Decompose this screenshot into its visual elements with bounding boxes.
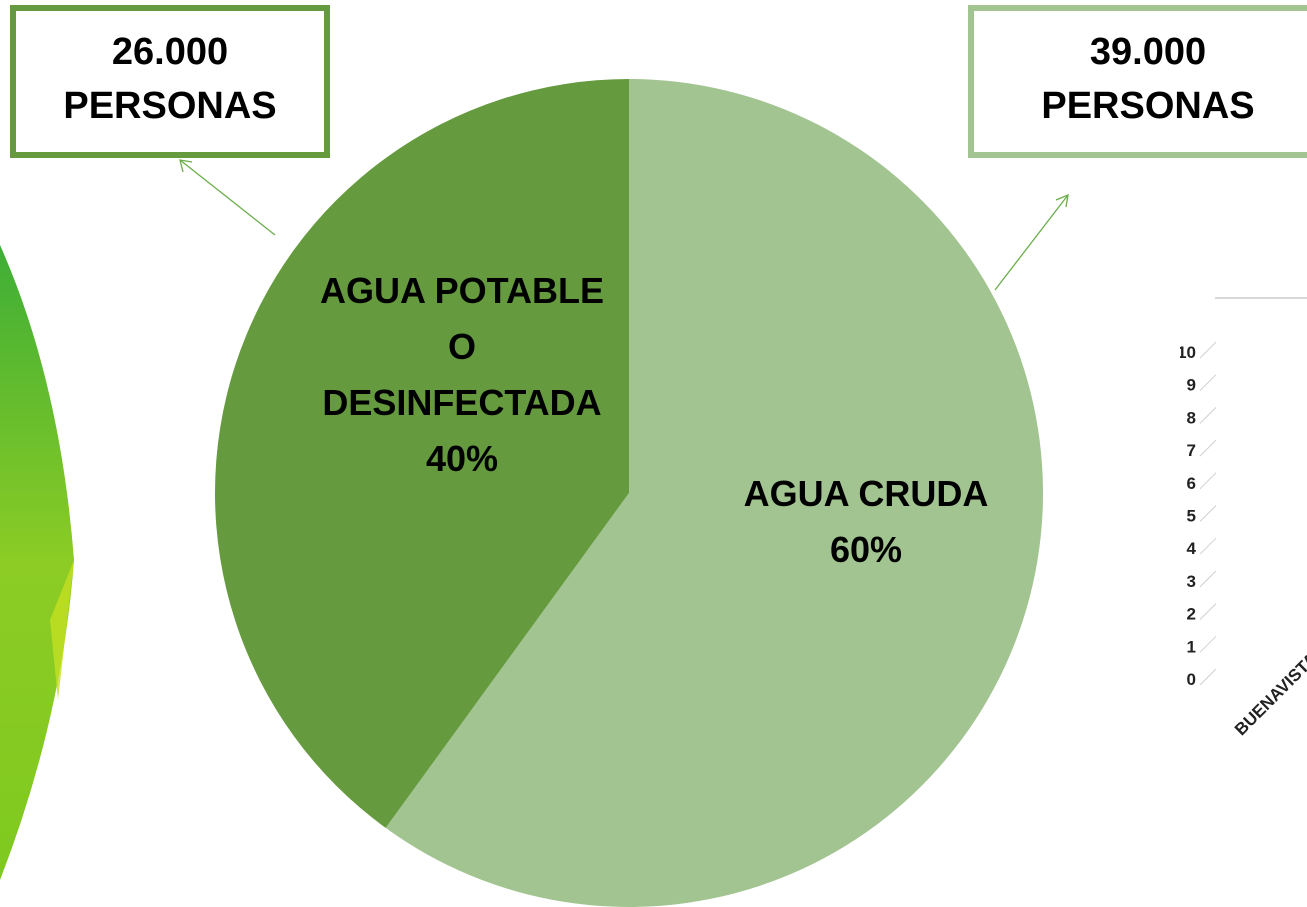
y-tick-label: 9 — [1187, 376, 1196, 395]
y-tick-label: 6 — [1187, 474, 1196, 493]
y-tick-label: 10 — [1177, 343, 1196, 362]
callout-text: PERSONAS — [16, 79, 324, 133]
side-chart: 0 1 2 3 4 5 6 7 8 9 10 BUENAVISTA — [1177, 298, 1307, 739]
callout-text: 26.000 — [16, 25, 324, 79]
y-tick-label: 4 — [1187, 539, 1197, 558]
callout-text: PERSONAS — [974, 79, 1307, 133]
grid-line — [1200, 440, 1216, 456]
grid-line — [1200, 669, 1216, 685]
x-tick-label: BUENAVISTA — [1231, 649, 1307, 739]
grid-line — [1200, 538, 1216, 554]
value-label: 40% — [312, 431, 612, 487]
y-tick-label: 8 — [1187, 408, 1196, 427]
category-label: AGUA POTABLE O DESINFECTADA — [312, 263, 612, 431]
decoration — [0, 245, 74, 880]
grid-line — [1200, 375, 1216, 391]
slide: 0 1 2 3 4 5 6 7 8 9 10 BUENAVISTA AGUA CRUDA60% 39.0… — [0, 0, 1307, 907]
grid-line — [1200, 342, 1216, 358]
grid-line — [1200, 506, 1216, 522]
y-tick-label: 2 — [1187, 605, 1196, 624]
callout-text: 39.000 — [974, 25, 1307, 79]
y-tick-label: 0 — [1187, 670, 1196, 689]
grid-line — [1200, 604, 1216, 620]
value-label: 60% — [696, 522, 1036, 578]
y-tick-label: 7 — [1187, 441, 1196, 460]
grid-line — [1200, 571, 1216, 587]
grid-line — [1200, 473, 1216, 489]
grid-line — [1200, 407, 1216, 423]
y-tick-label: 3 — [1187, 572, 1196, 591]
category-label: AGUA CRUDA — [696, 466, 1036, 522]
grid-line — [1200, 636, 1216, 652]
y-tick-label: 1 — [1187, 637, 1196, 656]
y-tick-label: 5 — [1187, 507, 1196, 526]
